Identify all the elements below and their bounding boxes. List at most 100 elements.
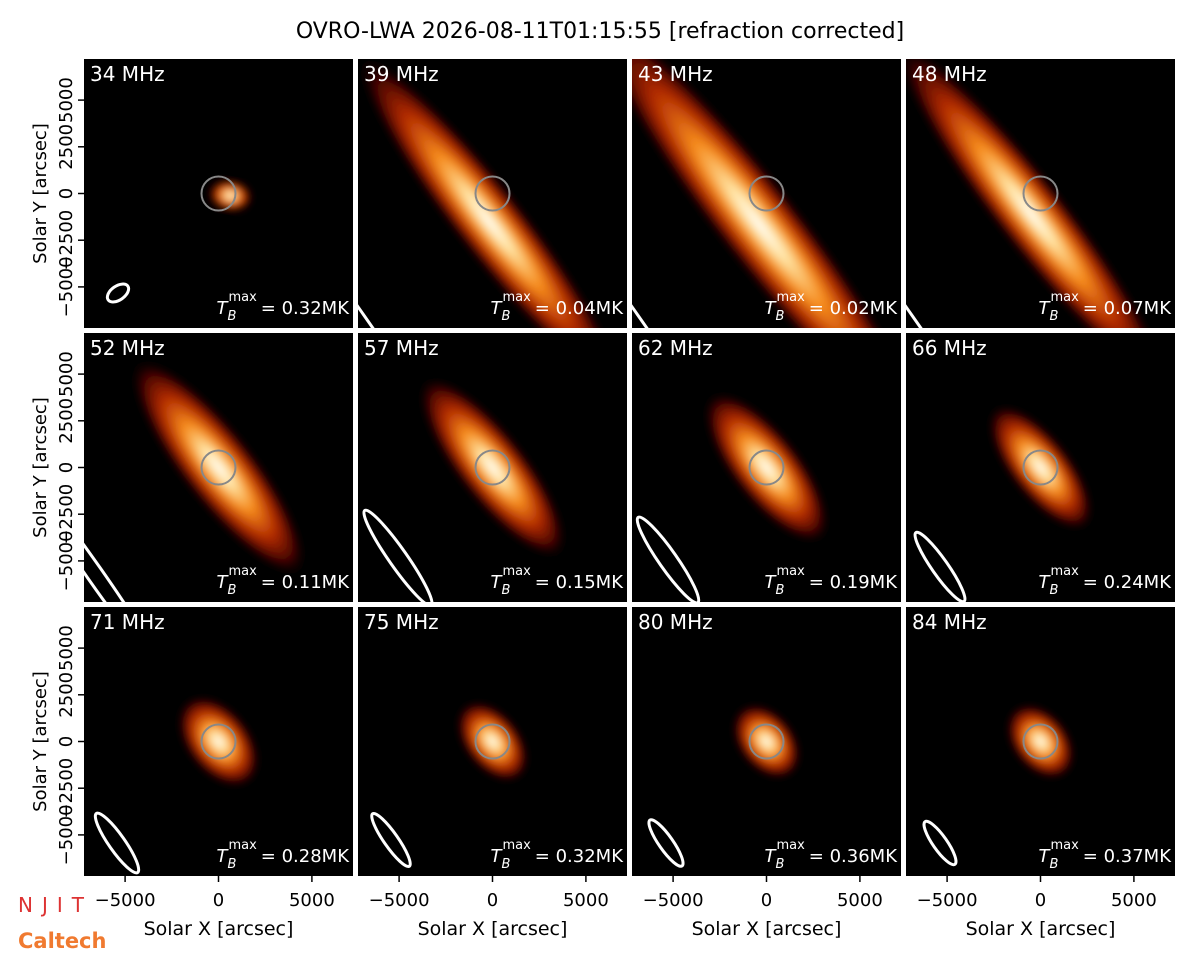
tb-subscript: B [228,857,237,872]
tb-symbol: T [217,298,230,319]
tb-subscript: B [1050,857,1059,872]
y-tick-label: −5000 [56,256,77,317]
x-tick-label: −5000 [917,890,978,911]
emission [732,704,801,779]
beam [632,145,755,328]
emission [703,392,830,543]
tb-value: = 0.32MK [535,846,624,867]
x-tick-label: 0 [1035,890,1046,911]
tb-max-label: TBmax = 0.28MK [217,838,351,872]
tb-superscript: max [502,838,531,853]
x-tick-label: 5000 [1111,890,1157,911]
x-tick-label: 0 [213,890,224,911]
tb-symbol: T [217,572,230,593]
tb-value: = 0.07MK [1083,298,1172,319]
x-tick-label: 5000 [837,890,883,911]
tb-superscript: max [228,290,257,305]
tb-max-label: TBmax = 0.32MK [491,838,625,872]
emission [130,358,307,577]
panel [906,607,1175,876]
panel [632,59,901,328]
y-tick-label: −2500 [56,210,77,271]
beam [84,473,165,602]
x-axis-label: Solar X [arcsec] [418,918,568,940]
panel [358,59,627,328]
tb-value: = 0.15MK [535,572,624,593]
tb-symbol: T [1039,572,1052,593]
tb-max-label: TBmax = 0.07MK [1039,290,1173,324]
emission [208,179,253,212]
tb-superscript: max [228,564,257,579]
beam [105,282,131,304]
tb-symbol: T [491,572,504,593]
tb-value: = 0.24MK [1083,572,1172,593]
tb-max-label: TBmax = 0.04MK [491,290,625,324]
y-tick-label: −2500 [56,484,77,545]
tb-subscript: B [502,857,511,872]
frequency-label: 71 MHz [90,610,165,634]
tb-value: = 0.04MK [535,298,624,319]
frequency-label: 80 MHz [638,610,713,634]
solar-disk [1022,175,1059,212]
y-tick-label: 5000 [56,77,77,123]
panel [358,333,627,602]
tb-max-label: TBmax = 0.19MK [765,564,899,598]
x-axis-label: Solar X [arcsec] [144,918,294,940]
y-tick-label: 5000 [56,625,77,671]
beam [635,515,701,602]
tb-subscript: B [502,309,511,324]
tb-symbol: T [765,572,778,593]
frequency-label: 52 MHz [90,336,165,360]
tb-max-label: TBmax = 0.24MK [1039,564,1173,598]
beam [93,811,141,875]
y-axis-label: Solar Y [arcsec] [30,671,51,812]
tb-value: = 0.02MK [809,298,898,319]
y-tick-label: −5000 [56,804,77,865]
x-tick-label: −5000 [95,890,156,911]
emission [632,59,901,328]
tb-superscript: max [502,564,531,579]
panel [632,333,901,602]
y-tick-label: −5000 [56,530,77,591]
tb-max-label: TBmax = 0.37MK [1039,838,1173,872]
tb-symbol: T [491,846,504,867]
solar-disk [1022,723,1059,760]
tb-max-label: TBmax = 0.11MK [217,564,351,598]
tb-superscript: max [776,290,805,305]
tb-value: = 0.37MK [1083,846,1172,867]
frequency-label: 84 MHz [912,610,987,634]
frequency-label: 62 MHz [638,336,713,360]
x-axis-label: Solar X [arcsec] [966,918,1116,940]
solar-disk [200,723,237,760]
tb-value: = 0.28MK [261,846,350,867]
tb-symbol: T [217,846,230,867]
x-tick-label: 0 [487,890,498,911]
y-tick-label: −2500 [56,758,77,819]
tb-subscript: B [228,583,237,598]
tb-subscript: B [228,309,237,324]
solar-disk [748,723,785,760]
frequency-label: 39 MHz [364,62,439,86]
tb-max-label: TBmax = 0.36MK [765,838,899,872]
emission [418,376,567,559]
emission [906,59,1166,328]
tb-symbol: T [765,298,778,319]
x-tick-label: −5000 [643,890,704,911]
emission [358,59,622,328]
tb-subscript: B [1050,583,1059,598]
y-axis-label: Solar Y [arcsec] [30,397,51,538]
beam [906,145,1029,328]
emission [456,701,529,782]
solar-disk [200,175,237,212]
panel [84,333,353,602]
panel [84,59,353,328]
y-tick-label: 0 [56,736,77,747]
frequency-label: 66 MHz [912,336,987,360]
emission [177,696,260,787]
panel [358,607,627,876]
solar-disk [474,723,511,760]
beam [358,145,481,328]
solar-disk [748,449,785,486]
tb-superscript: max [1050,290,1079,305]
